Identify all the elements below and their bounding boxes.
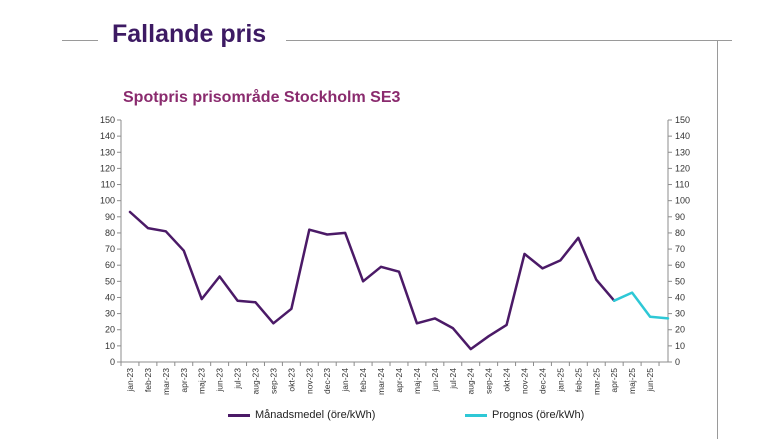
x-tick-label: jul-24 [448,368,458,390]
y-tick-label-left: 140 [100,131,115,141]
x-tick-label: jun-24 [430,368,440,393]
x-tick-label: aug-23 [251,368,261,395]
x-tick-label: jun-25 [645,368,655,393]
x-tick-label: apr-24 [394,368,404,393]
slide-title: Fallande pris [112,20,267,48]
x-tick-label: feb-24 [358,368,368,392]
x-tick-label: apr-25 [609,368,619,393]
x-tick-label: nov-24 [520,368,530,394]
x-tick-label: dec-24 [537,368,547,394]
x-tick-label: feb-23 [143,368,153,392]
x-tick-label: dec-23 [322,368,332,394]
chart-title: Spotpris prisområde Stockholm SE3 [123,89,401,106]
x-tick-label: jan-23 [125,368,135,393]
y-tick-label-left: 50 [105,276,115,286]
x-tick-label: jun-23 [215,368,225,393]
y-tick-label-right: 80 [675,228,685,238]
legend-item-forecast: Prognos (öre/kWh) [465,409,584,421]
y-tick-label-left: 150 [100,115,115,125]
legend-label-forecast: Prognos (öre/kWh) [492,409,585,421]
x-tick-label: okt-23 [286,368,296,392]
legend-swatch-forecast [465,413,487,417]
y-tick-label-right: 140 [675,131,690,141]
x-tick-label: aug-24 [466,368,476,395]
y-tick-label-left: 110 [101,180,115,190]
x-tick-label: sep-23 [268,368,278,394]
y-tick-label-left: 80 [105,228,115,238]
y-tick-label-left: 0 [110,357,115,367]
y-tick-label-left: 40 [105,292,115,302]
y-tick-label-right: 30 [675,309,685,319]
x-tick-label: nov-23 [304,368,314,394]
x-tick-label: jul-23 [233,368,243,390]
y-tick-label-left: 70 [105,244,115,254]
y-tick-label-right: 130 [675,147,690,157]
y-tick-label-left: 20 [105,325,115,335]
series-line-measured [128,210,616,351]
legend-label-measured: Månadsmedel (öre/kWh) [255,409,376,421]
x-tick-label: maj-24 [412,368,422,394]
x-tick-label: jan-24 [340,368,350,393]
y-tick-label-right: 100 [675,196,690,206]
y-tick-label-right: 60 [675,260,685,270]
y-tick-label-right: 0 [675,357,680,367]
y-tick-label-left: 10 [105,341,115,351]
y-tick-label-right: 40 [675,292,685,302]
y-tick-label-right: 70 [675,244,685,254]
y-tick-label-right: 150 [675,115,690,125]
legend-item-measured: Månadsmedel (öre/kWh) [228,409,375,421]
y-tick-label-right: 10 [675,341,685,351]
y-tick-label-left: 90 [105,212,115,222]
x-tick-label: okt-24 [502,368,512,392]
x-tick-label: mar-23 [161,368,171,395]
x-tick-label: maj-23 [197,368,207,394]
title-rule-left [62,40,98,41]
legend-swatch-measured [228,413,250,417]
y-tick-label-right: 110 [675,180,689,190]
y-tick-label-right: 120 [675,163,690,173]
y-tick-label-left: 30 [105,309,115,319]
x-tick-label: maj-25 [627,368,637,394]
y-tick-label-left: 100 [100,196,115,206]
x-tick-label: jan-25 [555,368,565,393]
x-tick-label: mar-24 [376,368,386,395]
y-tick-label-right: 50 [675,276,685,286]
x-tick-label: feb-25 [573,368,583,392]
x-tick-label: sep-24 [484,368,494,394]
y-tick-label-left: 130 [100,147,115,157]
x-tick-label: apr-23 [179,368,189,393]
title-rule-right [286,40,732,41]
y-tick-label-right: 20 [675,325,685,335]
series-line-forecast [612,291,670,320]
x-tick-label: mar-25 [591,368,601,395]
vertical-divider [717,40,718,439]
y-tick-label-left: 60 [105,260,115,270]
y-tick-label-left: 120 [100,163,115,173]
y-tick-label-right: 90 [675,212,685,222]
